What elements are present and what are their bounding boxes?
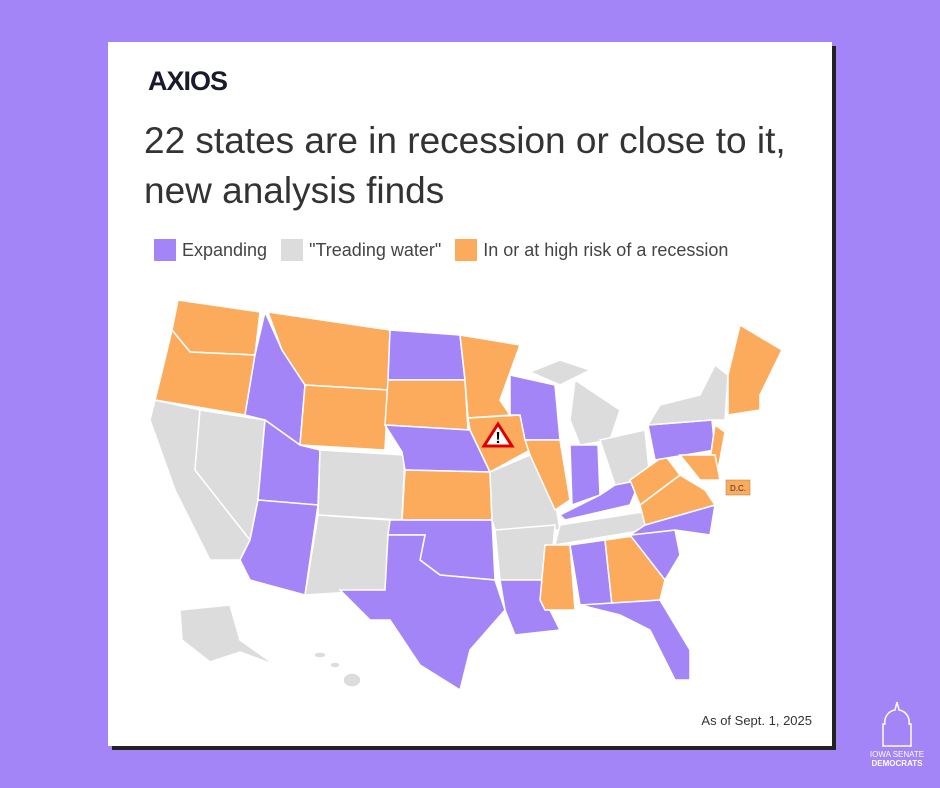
legend-swatch bbox=[281, 239, 304, 261]
state bbox=[313, 651, 327, 659]
state bbox=[629, 453, 682, 507]
legend: Expanding "Treading water" In or at high… bbox=[154, 239, 728, 261]
state bbox=[342, 672, 362, 688]
badge-line: DEMOCRATS bbox=[871, 759, 923, 768]
state bbox=[401, 469, 493, 521]
logo: AXIOS bbox=[148, 66, 228, 96]
state bbox=[678, 454, 721, 481]
title: 22 states are in recession or close to i… bbox=[144, 120, 786, 211]
state bbox=[329, 661, 341, 669]
state bbox=[579, 599, 691, 681]
state bbox=[299, 384, 389, 451]
warning-icon bbox=[481, 421, 515, 448]
legend-item: Expanding bbox=[154, 239, 267, 261]
state bbox=[647, 419, 716, 461]
state bbox=[539, 544, 576, 611]
badge: IOWA SENATE DEMOCRATS bbox=[862, 700, 932, 768]
legend-item: In or at high risk of a recession bbox=[455, 239, 728, 261]
legend-label: In or at high risk of a recession bbox=[483, 239, 729, 260]
state bbox=[569, 444, 601, 507]
state bbox=[387, 329, 466, 381]
state bbox=[384, 379, 469, 431]
legend-item: "Treading water" bbox=[281, 239, 441, 261]
legend-label: "Treading water" bbox=[309, 239, 442, 260]
dc-label: D.C. bbox=[730, 484, 746, 493]
warning-mark: ! bbox=[495, 430, 500, 447]
state bbox=[528, 359, 592, 386]
state bbox=[523, 439, 571, 512]
footnote: As of Sept. 1, 2025 bbox=[701, 713, 812, 728]
legend-label: Expanding bbox=[182, 239, 268, 260]
state bbox=[727, 323, 783, 416]
state bbox=[646, 363, 729, 426]
legend-swatch bbox=[455, 239, 478, 261]
state bbox=[304, 514, 391, 596]
state bbox=[725, 479, 751, 496]
state bbox=[569, 378, 621, 446]
state bbox=[317, 449, 406, 521]
legend-swatch bbox=[154, 239, 176, 261]
capitol-icon bbox=[882, 701, 912, 747]
badge-line: IOWA SENATE bbox=[869, 750, 925, 759]
state bbox=[179, 604, 276, 666]
state bbox=[338, 534, 506, 692]
